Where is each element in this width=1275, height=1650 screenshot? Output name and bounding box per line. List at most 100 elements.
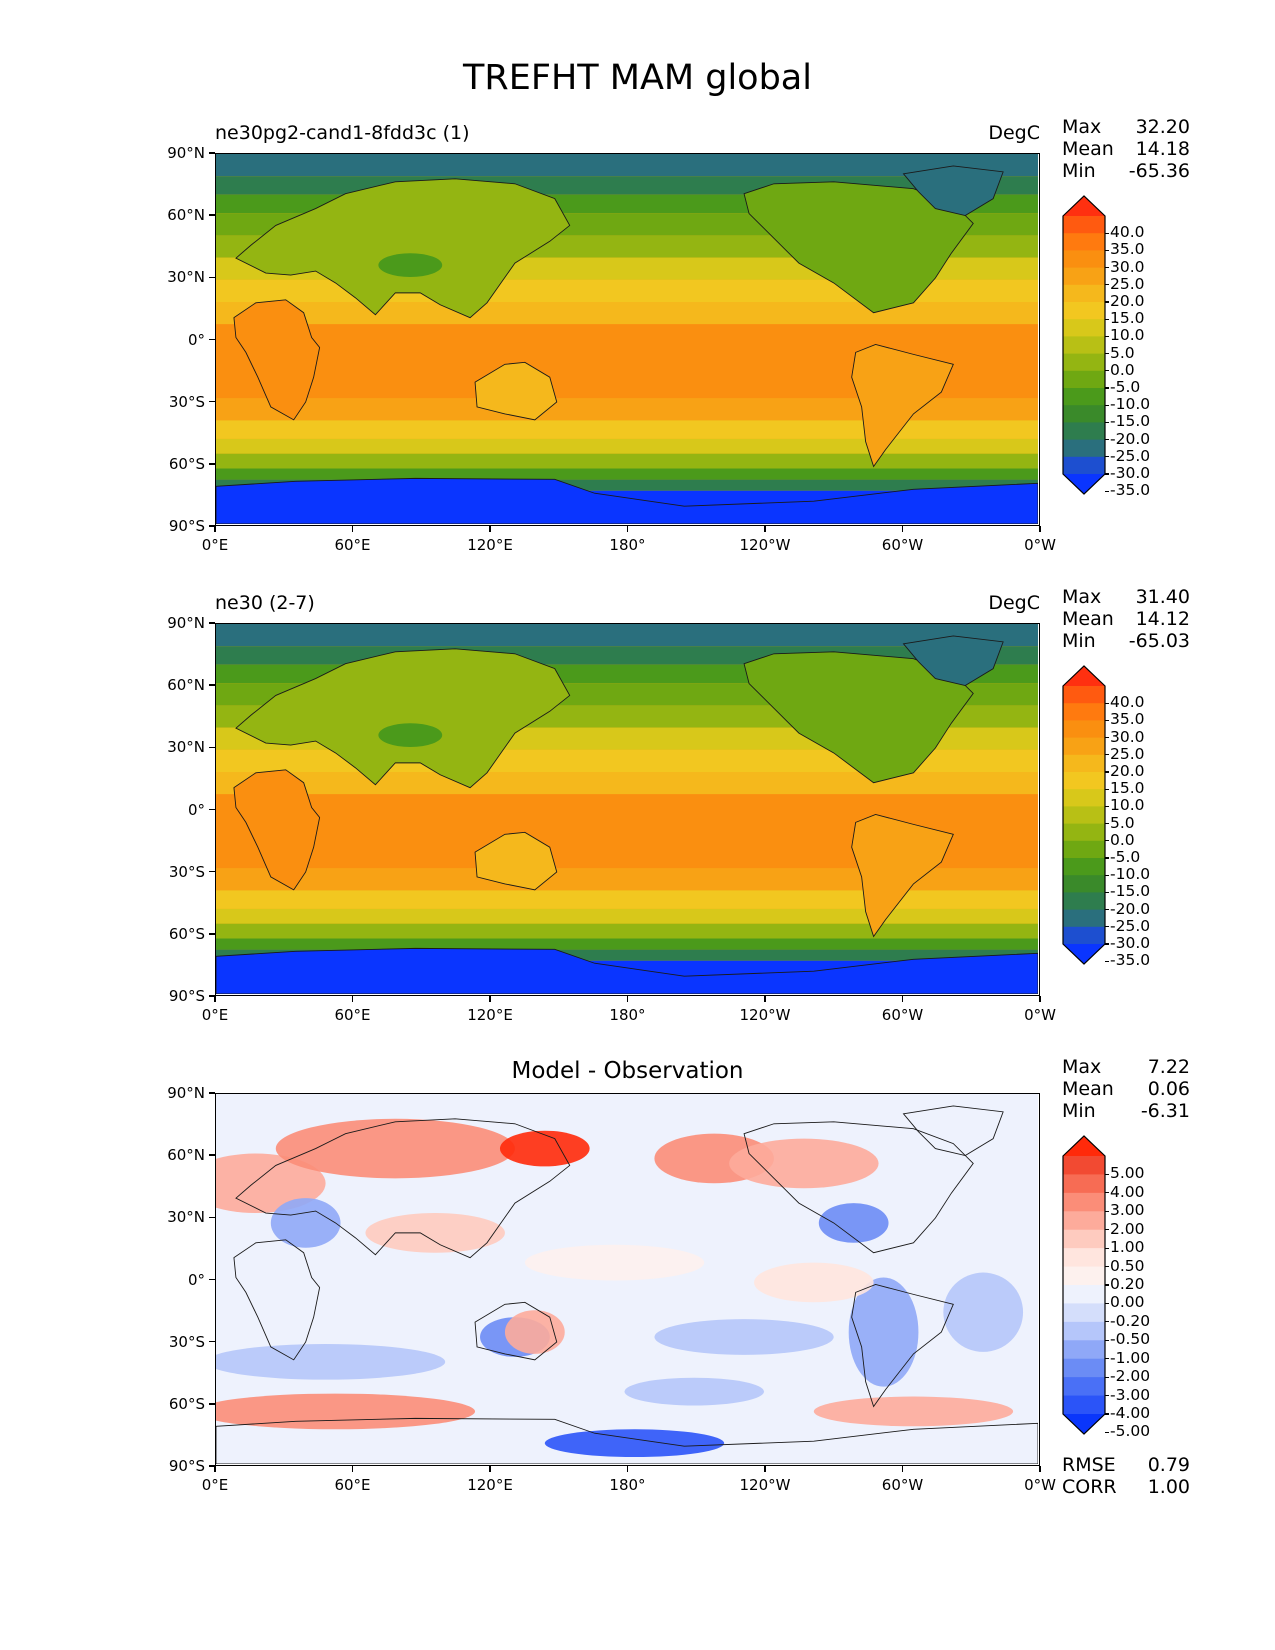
- lon-tick-mark: [1039, 1466, 1041, 1472]
- africa-landmass: [233, 769, 321, 891]
- colorbar-tick-label: -4.00: [1110, 1404, 1151, 1422]
- lat-tick-label: 30°S: [168, 862, 205, 881]
- colorbar-tick-label: -35.0: [1110, 951, 1151, 970]
- lat-tick-label: 90°N: [167, 1084, 205, 1102]
- colorbar-tick-mark: [1105, 439, 1109, 441]
- difference-anomaly: [729, 1138, 879, 1189]
- stats-label: Min: [1062, 1100, 1096, 1122]
- colorbar-tick-mark: [1105, 1192, 1109, 1194]
- colorbar-tick-label: 0.50: [1110, 1256, 1145, 1275]
- difference-anomaly: [216, 1153, 326, 1214]
- panel-left-title: ne30pg2-cand1-8fdd3c (1): [215, 122, 470, 144]
- colorbar-tick-label: -20.0: [1110, 899, 1151, 918]
- colorbar-tick-label: 40.0: [1110, 223, 1145, 242]
- colorbar-segment: [1063, 909, 1105, 928]
- lon-tick-label: 120°E: [467, 1476, 513, 1494]
- temperature-band: [216, 468, 1038, 480]
- lat-tick-label: 60°N: [167, 676, 205, 695]
- lon-tick-label: 60°E: [334, 1006, 371, 1024]
- colorbar-tick-mark: [1105, 909, 1109, 911]
- colorbar-tick-mark: [1105, 823, 1109, 825]
- lat-tick-label: 90°S: [168, 987, 205, 1005]
- colorbar-segment: [1063, 737, 1105, 756]
- lon-tick-label: 0°E: [201, 1006, 229, 1024]
- colorbar-tick-mark: [1105, 737, 1109, 739]
- temperature-band: [216, 772, 1038, 795]
- colorbar-tick-mark: [1105, 702, 1109, 704]
- colorbar-tick-mark: [1105, 771, 1109, 773]
- colorbar-tick-mark: [1105, 232, 1109, 234]
- colorbar-segment: [1063, 370, 1105, 389]
- lon-tick-label: 60°W: [881, 1006, 924, 1024]
- lon-tick-label: 0°W: [1024, 536, 1056, 554]
- map-panel[interactable]: [215, 153, 1040, 526]
- colorbar-segment: [1063, 1156, 1105, 1176]
- colorbar-segment: [1063, 405, 1105, 423]
- stats-max: Max 31.40: [1062, 586, 1190, 608]
- map-canvas: [216, 624, 1038, 994]
- map-panel[interactable]: [215, 1093, 1040, 1466]
- colorbar-tick-label: 20.0: [1110, 762, 1145, 780]
- colorbar-tick-label: 35.0: [1110, 710, 1145, 729]
- lon-tick-mark: [351, 1466, 354, 1472]
- colorbar-tick-label: 0.0: [1110, 830, 1135, 849]
- greenland-landmass: [902, 635, 1004, 686]
- colorbar-segment: [1063, 686, 1105, 704]
- colorbar-extend-min: [1063, 474, 1105, 494]
- map-panel[interactable]: [215, 623, 1040, 996]
- colorbar-extend-min: [1063, 944, 1105, 964]
- lon-tick-label: 120°W: [739, 1006, 791, 1024]
- difference-anomaly: [216, 1393, 476, 1430]
- colorbar-segment: [1063, 1211, 1105, 1231]
- colorbar-segment: [1063, 284, 1105, 303]
- stats-value: 14.12: [1135, 608, 1190, 630]
- temperature-band: [216, 908, 1038, 924]
- lon-tick-mark: [764, 996, 766, 1002]
- lat-tick-mark: [209, 400, 215, 403]
- colorbar-extend-max: [1063, 666, 1105, 686]
- lat-tick-mark: [209, 1216, 215, 1219]
- colorbar-tick-mark: [1105, 473, 1109, 475]
- lat-tick-mark: [209, 214, 215, 216]
- colorbar-segment: [1063, 319, 1105, 337]
- stats-value: 14.18: [1135, 138, 1190, 160]
- colorbar-tick-label: 4.00: [1110, 1182, 1145, 1201]
- south-america-coastline: [851, 1283, 954, 1408]
- colorbar-tick-label: -10.0: [1110, 865, 1151, 884]
- temperature-band: [216, 154, 1038, 177]
- colorbar-tick-mark: [1105, 301, 1109, 303]
- colorbar-tick-mark: [1105, 370, 1109, 372]
- colorbar-tick-label: 15.0: [1110, 779, 1145, 798]
- south-america-landmass: [851, 813, 954, 938]
- temperature-band: [216, 890, 1038, 909]
- colorbar-segment: [1063, 1340, 1105, 1360]
- colorbar-tick-mark: [1105, 318, 1109, 320]
- colorbar-tick-label: 30.0: [1110, 727, 1145, 746]
- lat-tick-label: 30°N: [167, 738, 205, 757]
- lat-tick-mark: [209, 276, 215, 279]
- colorbar-segment: [1063, 216, 1105, 234]
- stats-label: Min: [1062, 630, 1096, 652]
- colorbar-tick-label: 0.0: [1110, 360, 1135, 379]
- colorbar-segment: [1063, 233, 1105, 251]
- colorbar-tick-mark: [1105, 1321, 1109, 1323]
- colorbar-tick-label: 40.0: [1110, 693, 1145, 712]
- colorbar-segment: [1063, 858, 1105, 876]
- stats-label: Min: [1062, 160, 1096, 182]
- lat-tick-label: 30°S: [168, 392, 205, 411]
- map-canvas: [216, 1094, 1038, 1464]
- colorbar-segment: [1063, 1321, 1105, 1341]
- colorbar-tick-label: 0.00: [1110, 1293, 1145, 1312]
- temperature-band: [216, 453, 1038, 469]
- greenland-coastline: [902, 1105, 1004, 1156]
- colorbar-tick-label: 0.20: [1110, 1275, 1145, 1293]
- colorbar-segment: [1063, 1303, 1105, 1323]
- lat-tick-label: 60°S: [168, 924, 205, 943]
- colorbar-segment: [1063, 1266, 1105, 1286]
- colorbar-tick-mark: [1105, 284, 1109, 286]
- lon-tick-label: 0°W: [1024, 1476, 1056, 1494]
- colorbar-tick-mark: [1105, 719, 1109, 721]
- lat-tick-label: 60°S: [168, 454, 205, 473]
- lon-tick-label: 0°E: [201, 1476, 229, 1494]
- eurasia-landmass: [235, 178, 571, 319]
